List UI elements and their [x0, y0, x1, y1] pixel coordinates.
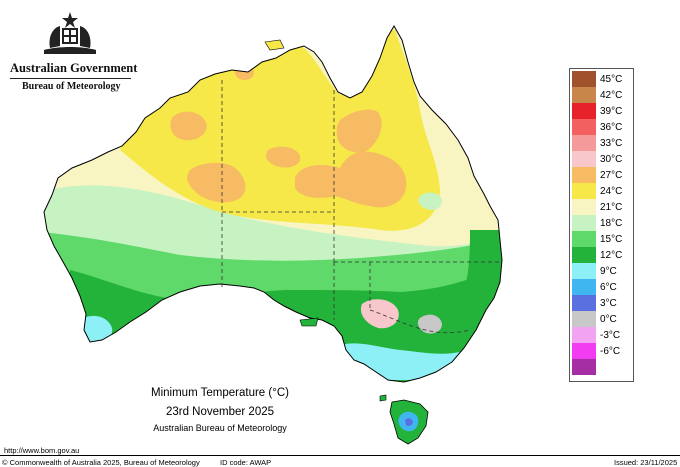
legend-row: 27°C: [570, 167, 633, 183]
legend-swatch: [572, 103, 596, 119]
government-logo: Australian Government Bureau of Meteorol…: [10, 10, 137, 92]
legend-label: -3°C: [600, 330, 621, 341]
legend-row: 21°C: [570, 199, 633, 215]
legend-swatch: [572, 263, 596, 279]
footer-url: http://www.bom.gov.au: [4, 446, 80, 455]
map-date: 23rd November 2025: [165, 406, 275, 418]
legend-label: 39°C: [600, 106, 623, 117]
legend-label: 36°C: [600, 122, 623, 133]
tasmania: [389, 399, 429, 445]
legend-row: 45°C: [570, 71, 633, 87]
legend-row: 6°C: [570, 279, 633, 295]
legend-label: 30°C: [600, 154, 623, 165]
map-title: Minimum Temperature (°C): [151, 387, 289, 399]
legend-label: 24°C: [600, 186, 623, 197]
footer-copyright: © Commonwealth of Australia 2025, Bureau…: [2, 458, 200, 467]
legend-swatch: [572, 231, 596, 247]
legend-swatch: [572, 247, 596, 263]
legend-swatch: [572, 119, 596, 135]
legend-row: -6°C: [570, 343, 633, 359]
legend-swatch: [572, 183, 596, 199]
legend-row: 18°C: [570, 215, 633, 231]
coat-of-arms-icon: [44, 12, 96, 54]
legend-label: 9°C: [600, 266, 617, 277]
map-organisation: Australian Bureau of Meteorology: [153, 423, 287, 433]
footer-id-code: ID code: AWAP: [220, 458, 272, 467]
legend-row: 15°C: [570, 231, 633, 247]
legend-label: 0°C: [600, 314, 617, 325]
legend-row: 0°C: [570, 311, 633, 327]
legend-row: 30°C: [570, 151, 633, 167]
legend-swatch: [572, 71, 596, 87]
government-name: Australian Government: [10, 61, 138, 75]
legend-label: 6°C: [600, 282, 617, 293]
legend-swatch: [572, 151, 596, 167]
legend-row: 42°C: [570, 87, 633, 103]
legend-swatch: [572, 327, 596, 343]
legend-label: 15°C: [600, 234, 623, 245]
legend-row: 33°C: [570, 135, 633, 151]
legend-swatch: [572, 343, 596, 359]
legend-row: 9°C: [570, 263, 633, 279]
temperature-legend: 45°C 42°C 39°C 36°C 33°C 30°C 27°C 24°C 21°C 18°C…: [569, 68, 634, 382]
legend-swatch: [572, 199, 596, 215]
legend-row: 39°C: [570, 103, 633, 119]
legend-swatch: [572, 311, 596, 327]
legend-label: 42°C: [600, 90, 623, 101]
legend-row: 12°C: [570, 247, 633, 263]
legend-row: 24°C: [570, 183, 633, 199]
legend-swatch: [572, 359, 596, 375]
legend-label: 45°C: [600, 74, 623, 85]
legend-label: 12°C: [600, 250, 623, 261]
legend-label: -6°C: [600, 346, 621, 357]
legend-swatch: [572, 279, 596, 295]
legend-swatch: [572, 87, 596, 103]
footer-divider: [0, 455, 680, 456]
legend-label: 33°C: [600, 138, 623, 149]
legend-swatch: [572, 215, 596, 231]
legend-label: 21°C: [600, 202, 623, 213]
bureau-name: Bureau of Meteorology: [22, 81, 121, 92]
legend-row: 3°C: [570, 295, 633, 311]
legend-label: 27°C: [600, 170, 623, 181]
legend-swatch: [572, 295, 596, 311]
legend-row: 36°C: [570, 119, 633, 135]
logo-divider: [10, 78, 131, 79]
legend-swatch: [572, 167, 596, 183]
legend-label: 3°C: [600, 298, 617, 309]
legend-row: -3°C: [570, 327, 633, 343]
legend-row: [570, 359, 633, 375]
legend-label: 18°C: [600, 218, 623, 229]
legend-swatch: [572, 135, 596, 151]
footer-issued: Issued: 23/11/2025: [614, 458, 678, 467]
